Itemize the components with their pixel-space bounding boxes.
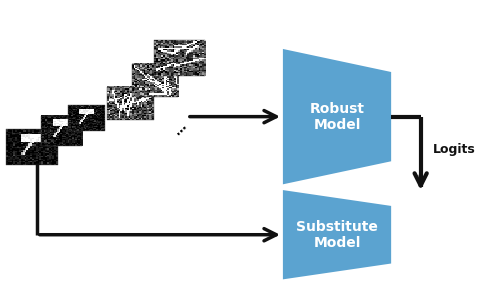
Bar [107,87,154,120]
Bar [154,40,206,76]
Bar [67,105,104,131]
Bar [6,129,58,165]
Polygon shape [283,190,391,279]
Text: Robust
Model: Robust Model [309,102,365,132]
Bar [132,64,179,97]
Text: ⋯: ⋯ [173,122,191,140]
Bar [40,116,83,146]
Text: Logits: Logits [433,143,476,156]
Polygon shape [283,49,391,184]
Text: Substitute
Model: Substitute Model [296,220,378,250]
